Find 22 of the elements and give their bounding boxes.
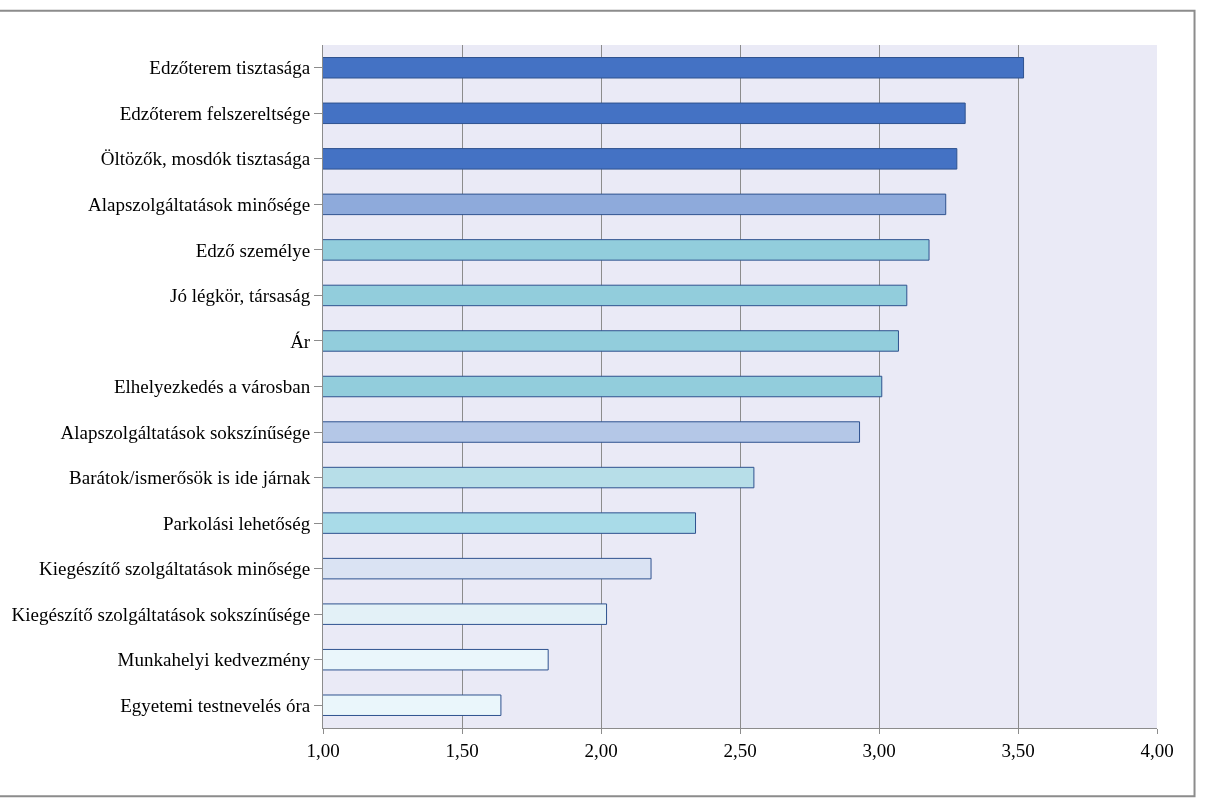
x-tick-label: 4,00 <box>1140 739 1174 761</box>
y-tick-label: Kiegészítő szolgáltatások sokszínűsége <box>11 603 311 625</box>
y-tick-label: Parkolási lehetőség <box>162 512 311 534</box>
y-tick-label: Egyetemi testnevelés óra <box>120 694 311 716</box>
y-tick-label: Jó légkör, társaság <box>170 285 311 307</box>
y-tick-label: Edzőterem tisztasága <box>149 57 311 79</box>
x-tick-label: 3,00 <box>862 739 896 761</box>
y-tick-label: Alapszolgáltatások minősége <box>88 194 311 216</box>
y-tick-label: Elhelyezkedés a városban <box>113 376 311 398</box>
x-tick-label: 1,50 <box>445 739 479 761</box>
y-tick-label: Barátok/ismerősök is ide járnak <box>69 467 311 489</box>
y-tick-label: Ár <box>290 330 311 352</box>
x-tick-label: 2,50 <box>723 739 757 761</box>
y-tick-label: Munkahelyi kedvezmény <box>117 649 311 671</box>
x-tick-label: 3,50 <box>1001 739 1035 761</box>
y-tick-label: Öltözők, mosdók tisztasága <box>100 148 311 170</box>
y-tick-label: Edzőterem felszereltsége <box>119 102 311 124</box>
x-tick-label: 1,00 <box>306 739 340 761</box>
x-tick-label: 2,00 <box>584 739 618 761</box>
y-tick-label: Kiegészítő szolgáltatások minősége <box>38 558 311 580</box>
y-tick-label: Alapszolgáltatások sokszínűsége <box>60 421 311 443</box>
y-tick-label: Edző személye <box>195 239 311 261</box>
